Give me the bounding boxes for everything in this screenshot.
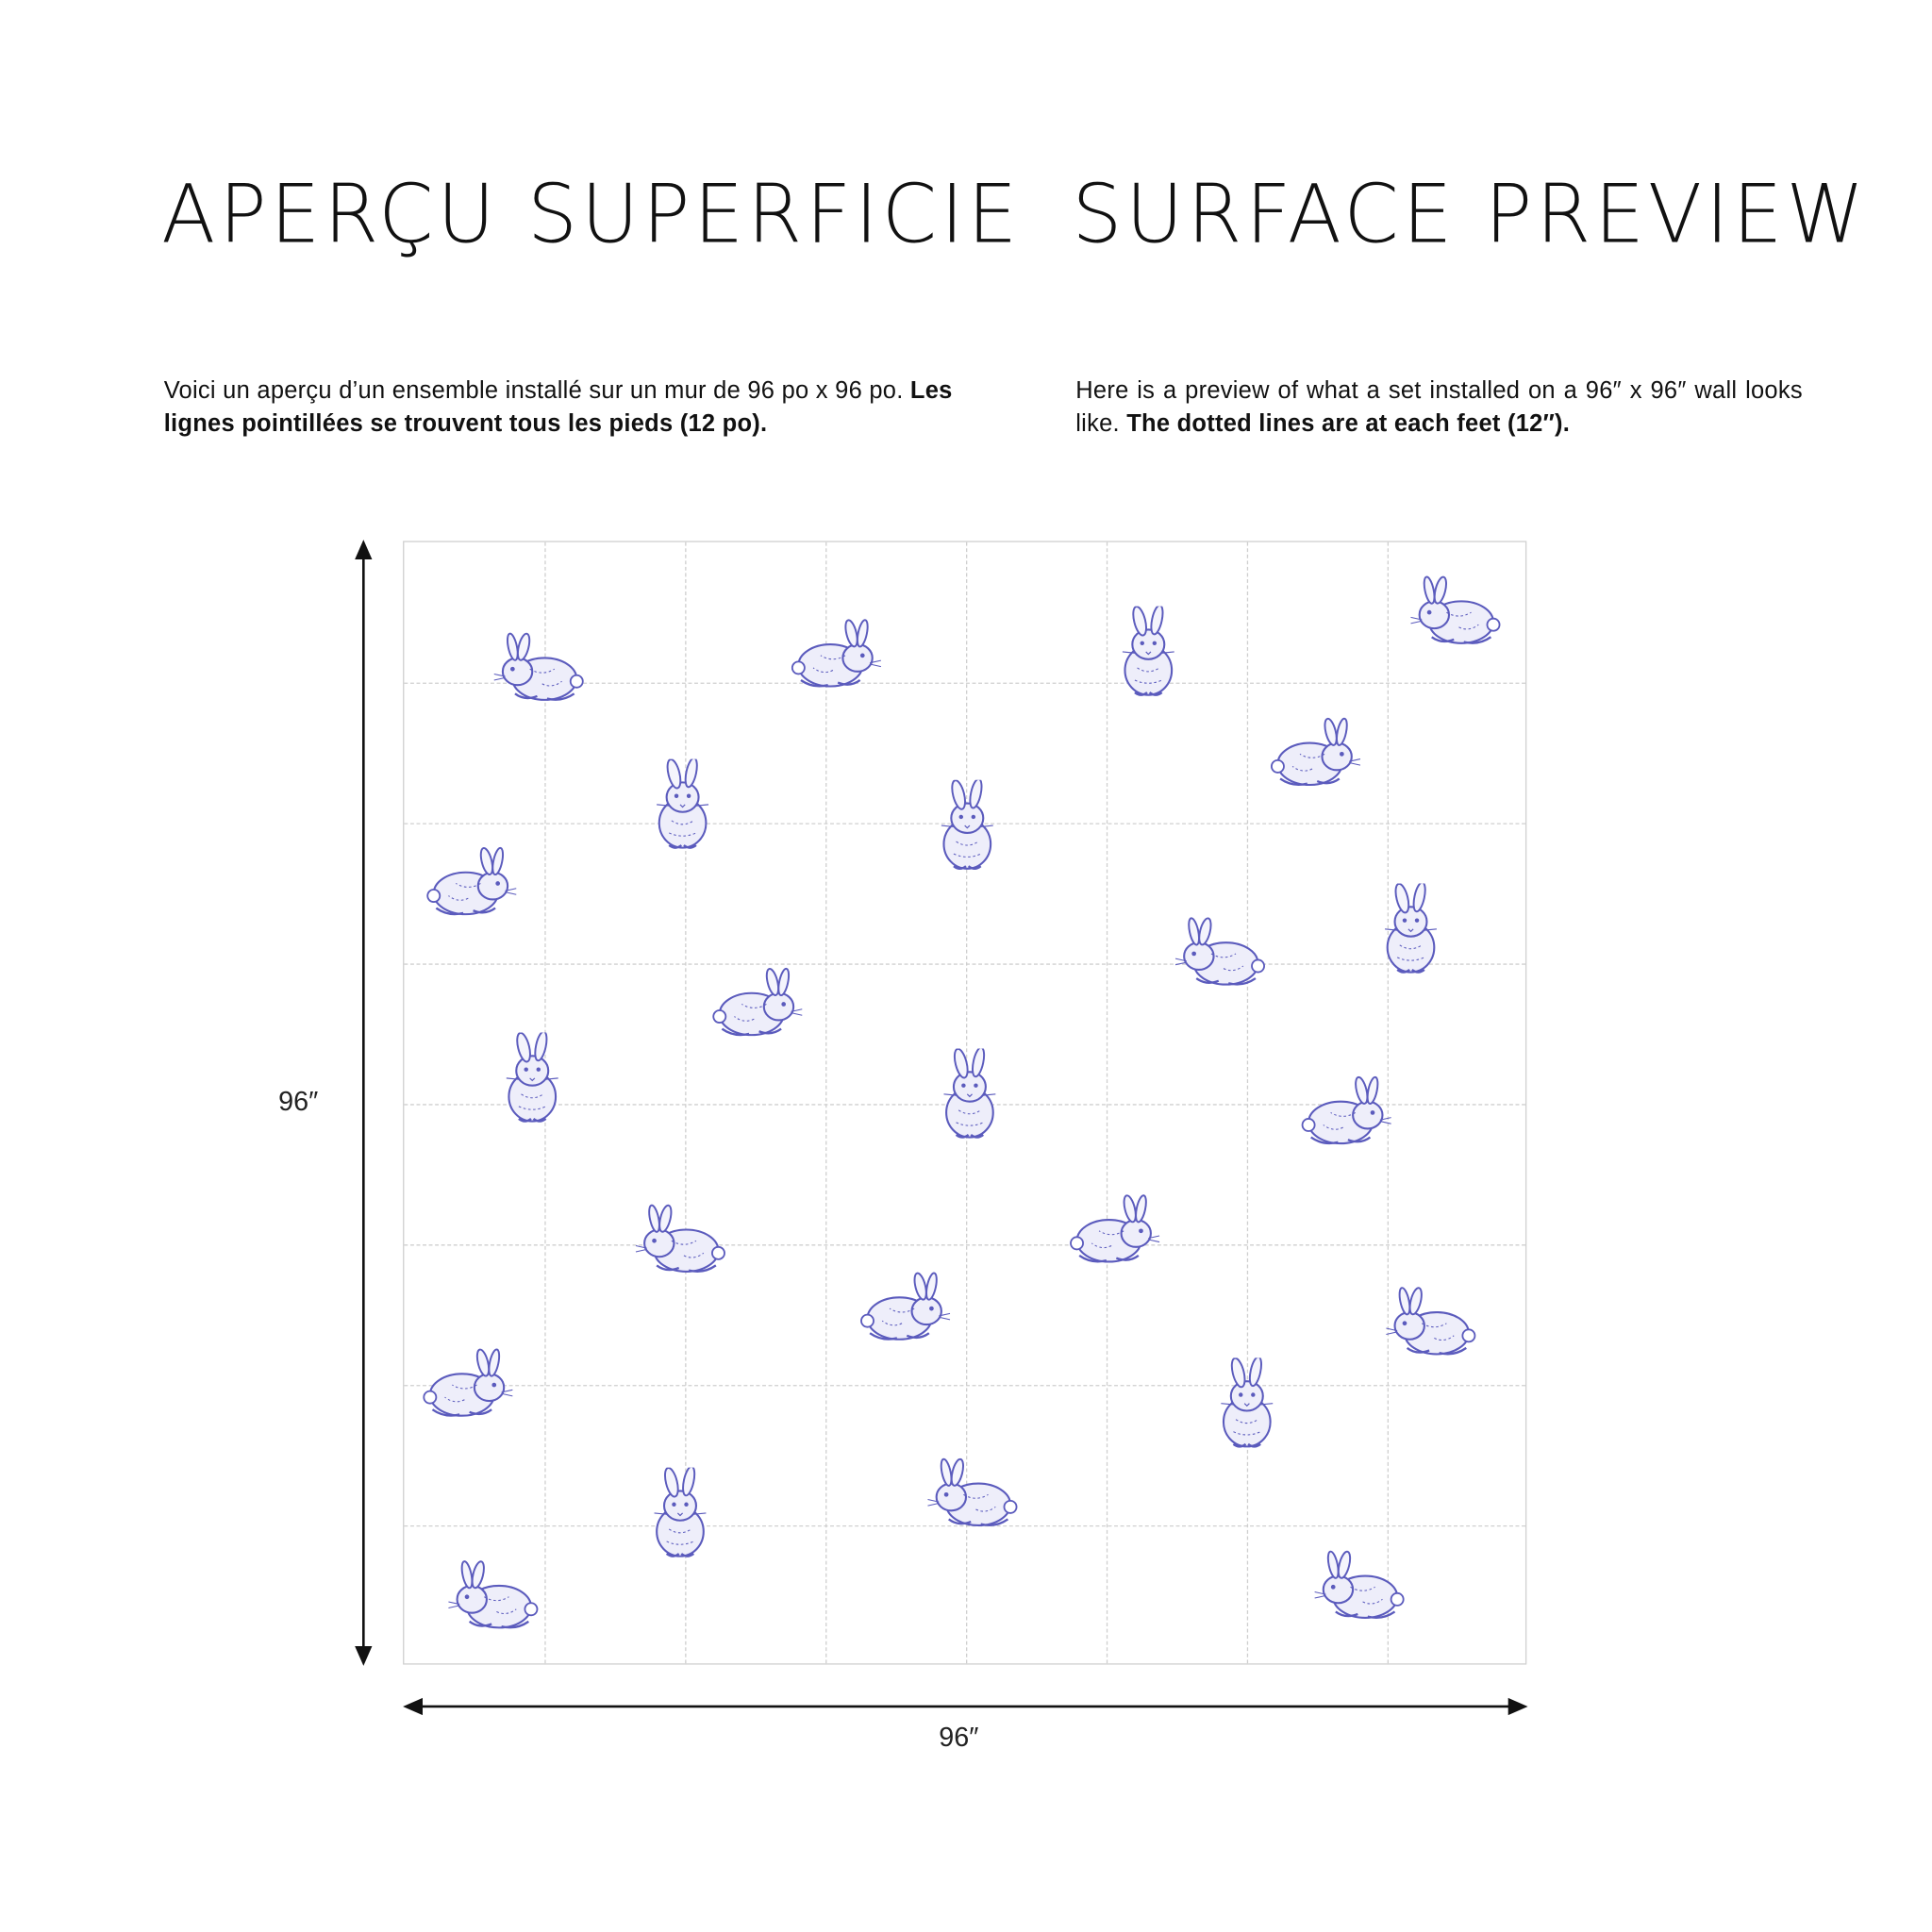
grid-line-horizontal: [404, 1524, 1525, 1527]
rabbit-icon: [657, 758, 709, 849]
grid-line-vertical: [685, 541, 687, 1664]
rabbit-icon: [1070, 1194, 1160, 1263]
rabbit-icon: [1410, 575, 1501, 644]
rabbit-icon: [1122, 606, 1174, 696]
grid-line-horizontal: [404, 1244, 1525, 1246]
height-label: 96″: [278, 1085, 319, 1117]
grid-line-vertical: [825, 541, 827, 1664]
rabbit-icon: [943, 1048, 996, 1139]
english-title: SURFACE PREVIEW: [1072, 169, 1868, 262]
rabbit-icon: [791, 619, 881, 688]
rabbit-icon: [506, 1032, 558, 1123]
english-description-regular: Here is a preview of what a set installe…: [1075, 376, 1803, 438]
rabbit-icon: [1301, 1075, 1391, 1145]
rabbit-icon: [426, 846, 517, 916]
rabbit-icon: [941, 779, 993, 870]
rabbit-icon: [1174, 917, 1265, 986]
grid-line-horizontal: [404, 682, 1525, 684]
rabbit-icon: [448, 1560, 539, 1629]
width-arrow: [403, 1697, 1528, 1716]
french-description-bold: Les lignes pointillées se trouvent tous …: [163, 376, 953, 438]
rabbit-icon: [1271, 717, 1361, 787]
rabbit-icon: [423, 1348, 513, 1417]
grid-line-vertical: [1387, 541, 1389, 1664]
rabbit-icon: [860, 1272, 951, 1341]
rabbit-icon: [1386, 1287, 1476, 1356]
grid-line-horizontal: [404, 963, 1525, 965]
english-description-bold: The dotted lines are at each feet (12″).: [1126, 409, 1571, 438]
french-description-regular: Voici un aperçu d’un ensemble installé s…: [163, 376, 904, 405]
french-title: APERÇU SUPERFICIE: [161, 169, 1022, 262]
width-label: 96″: [939, 1721, 979, 1753]
rabbit-icon: [1221, 1357, 1274, 1448]
rabbit-icon: [1385, 883, 1437, 974]
rabbit-icon: [927, 1457, 1018, 1527]
rabbit-icon: [654, 1467, 707, 1557]
english-description: Here is a preview of what a set installe…: [1075, 375, 1803, 441]
height-arrow: [355, 540, 373, 1666]
rabbit-icon: [493, 632, 584, 701]
grid-line-vertical: [1246, 541, 1249, 1664]
grid-line-horizontal: [404, 1385, 1525, 1387]
grid-line-vertical: [1106, 541, 1108, 1664]
rabbit-icon: [1314, 1550, 1405, 1619]
french-description: Voici un aperçu d’un ensemble installé s…: [164, 375, 953, 441]
rabbit-icon: [635, 1204, 725, 1273]
rabbit-icon: [712, 967, 803, 1037]
